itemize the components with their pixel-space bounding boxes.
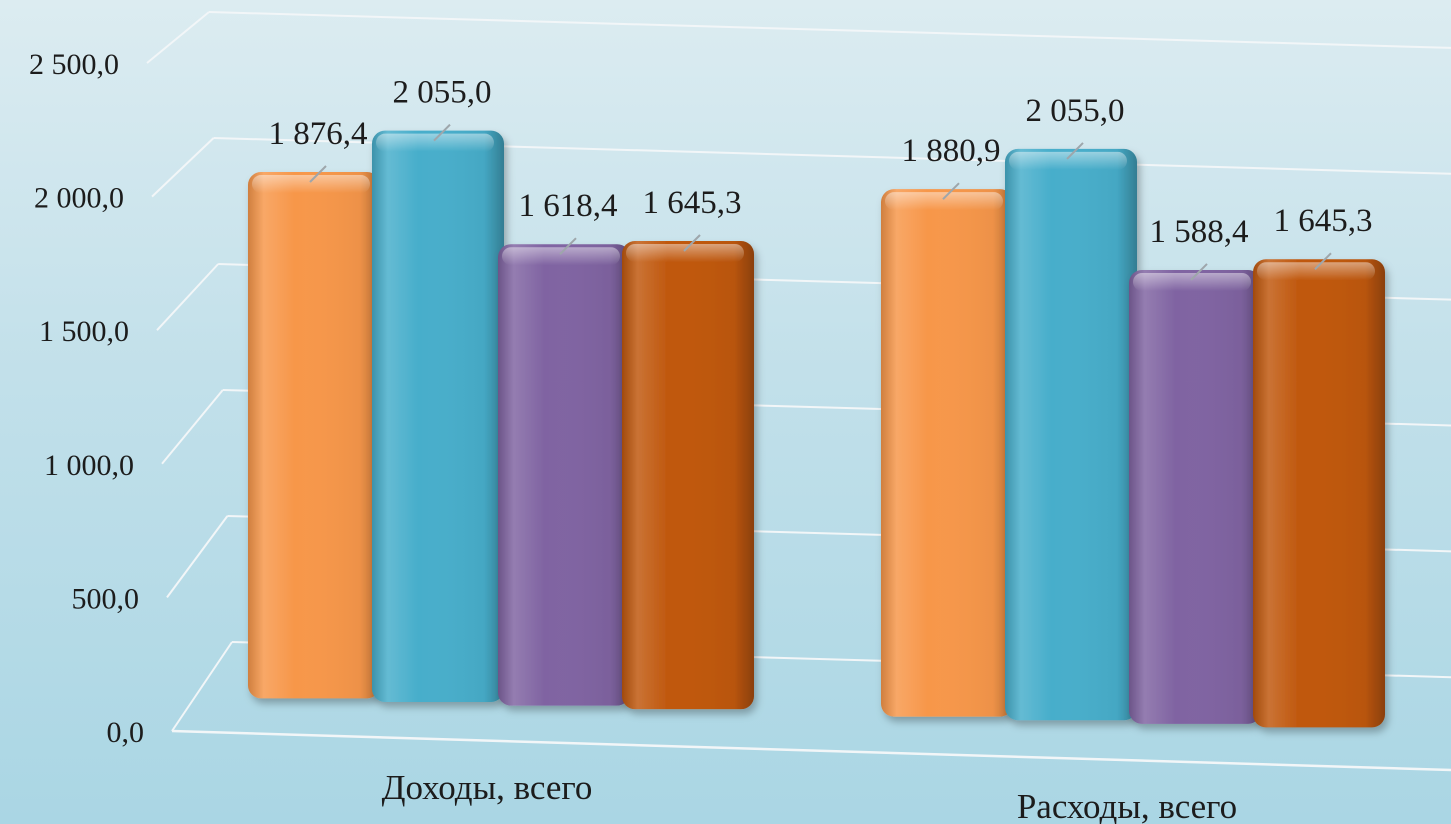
label-leader bbox=[683, 234, 701, 252]
data-label: 1 876,4 bbox=[269, 116, 368, 152]
bar bbox=[1005, 148, 1137, 721]
bar-highlight bbox=[502, 247, 620, 266]
data-label: 1 645,3 bbox=[643, 185, 742, 221]
y-axis: 0,0 500,0 1 000,0 1 500,0 2 000,0 2 500,0 bbox=[29, 48, 144, 749]
bar-shading bbox=[1253, 259, 1385, 728]
floor-edge bbox=[171, 729, 1451, 772]
bar bbox=[1129, 269, 1261, 724]
bar-shading bbox=[498, 244, 630, 706]
label-leader bbox=[309, 165, 327, 183]
label-leader bbox=[1066, 142, 1084, 160]
gridline-side bbox=[156, 263, 219, 331]
y-tick-label: 500,0 bbox=[72, 582, 140, 615]
label-leader bbox=[1190, 263, 1208, 281]
bar bbox=[881, 189, 1013, 717]
data-label: 1 645,3 bbox=[1274, 203, 1373, 239]
gridline-side bbox=[146, 11, 210, 64]
y-tick-label: 2 500,0 bbox=[29, 48, 119, 81]
gridline-side bbox=[171, 641, 233, 732]
bar-highlight bbox=[1257, 262, 1375, 281]
y-tick-label: 2 000,0 bbox=[34, 182, 124, 215]
bar bbox=[498, 244, 630, 706]
label-leader bbox=[433, 123, 451, 142]
category-label: Расходы, всего bbox=[1017, 787, 1237, 824]
data-label: 2 055,0 bbox=[1026, 93, 1125, 129]
bar bbox=[622, 241, 754, 710]
bar bbox=[1253, 259, 1385, 728]
bar-shading bbox=[248, 172, 380, 699]
bar-shading bbox=[1129, 269, 1261, 724]
gridline bbox=[208, 11, 1451, 49]
bar-highlight bbox=[376, 133, 494, 152]
y-tick-label: 0,0 bbox=[107, 716, 145, 749]
gridline-side bbox=[166, 515, 229, 598]
category-label: Доходы, всего bbox=[382, 768, 593, 807]
bar bbox=[372, 130, 504, 702]
bar-shading bbox=[372, 130, 504, 702]
data-label: 1 880,9 bbox=[902, 133, 1001, 169]
bars bbox=[248, 130, 1385, 728]
bar-shading bbox=[622, 241, 754, 710]
bar-highlight bbox=[885, 192, 1003, 211]
data-labels: 1 876,4 2 055,0 1 618,4 1 645,3 1 880,9 2 055… bbox=[269, 75, 1373, 281]
label-leader bbox=[1314, 252, 1332, 270]
bar-shading bbox=[881, 189, 1013, 717]
x-axis: Доходы, всего Расходы, всего bbox=[382, 768, 1238, 824]
bar bbox=[248, 172, 380, 699]
bar-highlight bbox=[1133, 272, 1251, 291]
gridline-side bbox=[151, 137, 215, 198]
y-tick-label: 1 000,0 bbox=[44, 449, 134, 482]
data-label: 2 055,0 bbox=[393, 75, 492, 111]
gridline-side bbox=[161, 389, 224, 465]
bar-highlight bbox=[1009, 151, 1127, 170]
bar-shading bbox=[1005, 148, 1137, 721]
data-label: 1 618,4 bbox=[519, 188, 618, 224]
data-label: 1 588,4 bbox=[1150, 214, 1249, 250]
bar-highlight bbox=[626, 244, 744, 263]
label-leader bbox=[942, 182, 960, 200]
label-leader bbox=[559, 237, 577, 255]
y-tick-label: 1 500,0 bbox=[39, 315, 129, 348]
bar-highlight bbox=[252, 175, 370, 194]
